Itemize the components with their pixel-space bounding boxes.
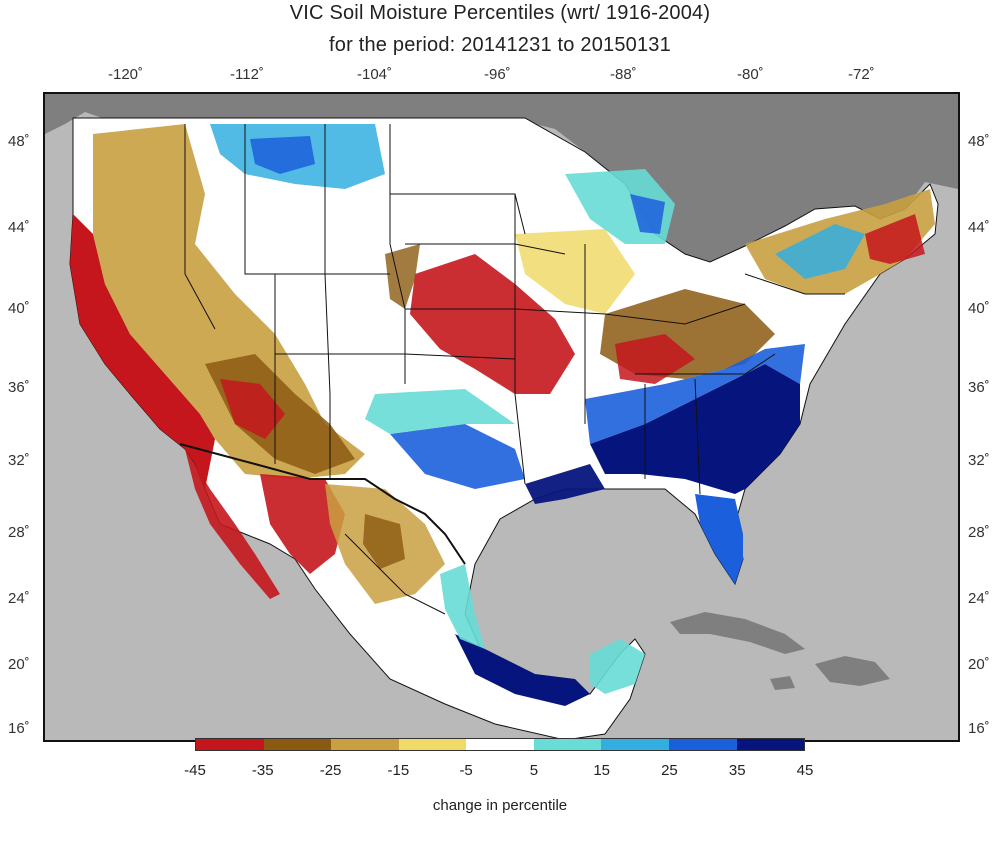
lat-tick-left: 28˚ (8, 524, 30, 541)
period-subtitle: for the period: 20141231 to 20150131 (329, 34, 671, 56)
legend-swatch (466, 739, 534, 750)
legend-label: -15 (387, 762, 410, 779)
legend-label: -45 (184, 762, 206, 779)
state-border (275, 353, 516, 360)
legend-swatch (736, 739, 805, 750)
region-arizona-red (220, 379, 285, 439)
region-veracruz-cyan (440, 564, 485, 649)
lat-tick-left: 44˚ (8, 219, 30, 236)
borders (179, 124, 845, 615)
legend-label: 15 (593, 762, 610, 779)
lon-tick: -88˚ (610, 66, 637, 83)
lon-tick: -96˚ (484, 66, 511, 83)
lat-tick-left: 36˚ (8, 379, 30, 396)
legend-swatch (331, 739, 399, 750)
state-border (389, 124, 406, 384)
lat-tick-right: 40˚ (968, 300, 990, 317)
region-new-england-dry (865, 214, 925, 264)
lat-tick-right: 28˚ (968, 524, 990, 541)
legend-swatch (601, 739, 669, 750)
legend-caption: change in percentile (432, 797, 568, 814)
legend-label: 5 (529, 762, 539, 779)
lat-tick-right: 44˚ (968, 219, 990, 236)
lat-tick-right: 48˚ (968, 133, 990, 150)
region-texas-cyan (365, 389, 515, 434)
caribbean-islands (670, 612, 890, 690)
state-border (635, 353, 776, 375)
legend-label: 25 (661, 762, 678, 779)
chart-title: VIC Soil Moisture Percentiles (wrt/ 1916… (289, 2, 711, 24)
lat-tick-right: 16˚ (968, 720, 990, 737)
region-southeast-very-wet (590, 364, 800, 494)
legend-label: 45 (796, 762, 814, 779)
canada-land (45, 94, 958, 262)
region-southeast-blue (585, 344, 805, 444)
legend-swatch (398, 739, 467, 750)
lat-tick-right: 24˚ (968, 590, 990, 607)
state-border (694, 378, 701, 495)
lat-tick-right: 36˚ (968, 379, 990, 396)
lat-tick-left: 32˚ (8, 452, 30, 469)
region-tennessee-red (615, 334, 695, 384)
region-yucatan-wet (590, 639, 645, 694)
soil-moisture-map (45, 94, 958, 740)
legend-swatch (533, 739, 602, 750)
region-great-basin (93, 124, 365, 479)
region-michigan-blue (630, 194, 665, 234)
state-border (744, 273, 845, 295)
state-border (344, 533, 446, 615)
lat-tick-left: 24˚ (8, 590, 30, 607)
region-central-mexico-brown (363, 514, 405, 569)
state-border (184, 124, 216, 330)
legend-swatch (668, 739, 737, 750)
legend-label: -35 (251, 762, 274, 779)
lon-tick: -120˚ (108, 66, 144, 83)
lon-tick: -80˚ (737, 66, 764, 83)
lat-tick-left: 40˚ (8, 300, 30, 317)
region-nw-mexico-dry (260, 474, 345, 574)
legend-swatch (196, 739, 264, 750)
lat-tick-right: 20˚ (968, 656, 990, 673)
lat-tick-left: 16˚ (8, 720, 30, 737)
lat-tick-right: 32˚ (968, 452, 990, 469)
legend-label: -5 (459, 762, 473, 779)
state-border (324, 124, 331, 479)
region-central-plains-dry (410, 254, 575, 394)
region-baja-dry (185, 449, 280, 599)
state-border (514, 194, 526, 485)
region-texas-blue (390, 424, 525, 489)
state-border (604, 303, 746, 325)
lon-tick: -112˚ (230, 66, 264, 83)
map-frame (43, 92, 960, 742)
color-legend (195, 738, 805, 751)
region-southern-mexico-wet (455, 634, 590, 706)
lon-tick: -72˚ (848, 66, 875, 83)
legend-swatch (263, 739, 332, 750)
region-montana-wet (250, 136, 315, 174)
region-florida-wet (695, 494, 743, 584)
legend-label: -25 (319, 762, 342, 779)
us-mexico-border (179, 443, 466, 565)
region-pacific-coast (70, 214, 215, 489)
region-gulf-coast-wet (525, 464, 605, 504)
region-mid-atlantic-wet (775, 224, 865, 279)
lat-tick-left: 20˚ (8, 656, 30, 673)
legend-label: 35 (728, 762, 746, 779)
lon-tick: -104˚ (357, 66, 393, 83)
lat-tick-left: 48˚ (8, 133, 30, 150)
